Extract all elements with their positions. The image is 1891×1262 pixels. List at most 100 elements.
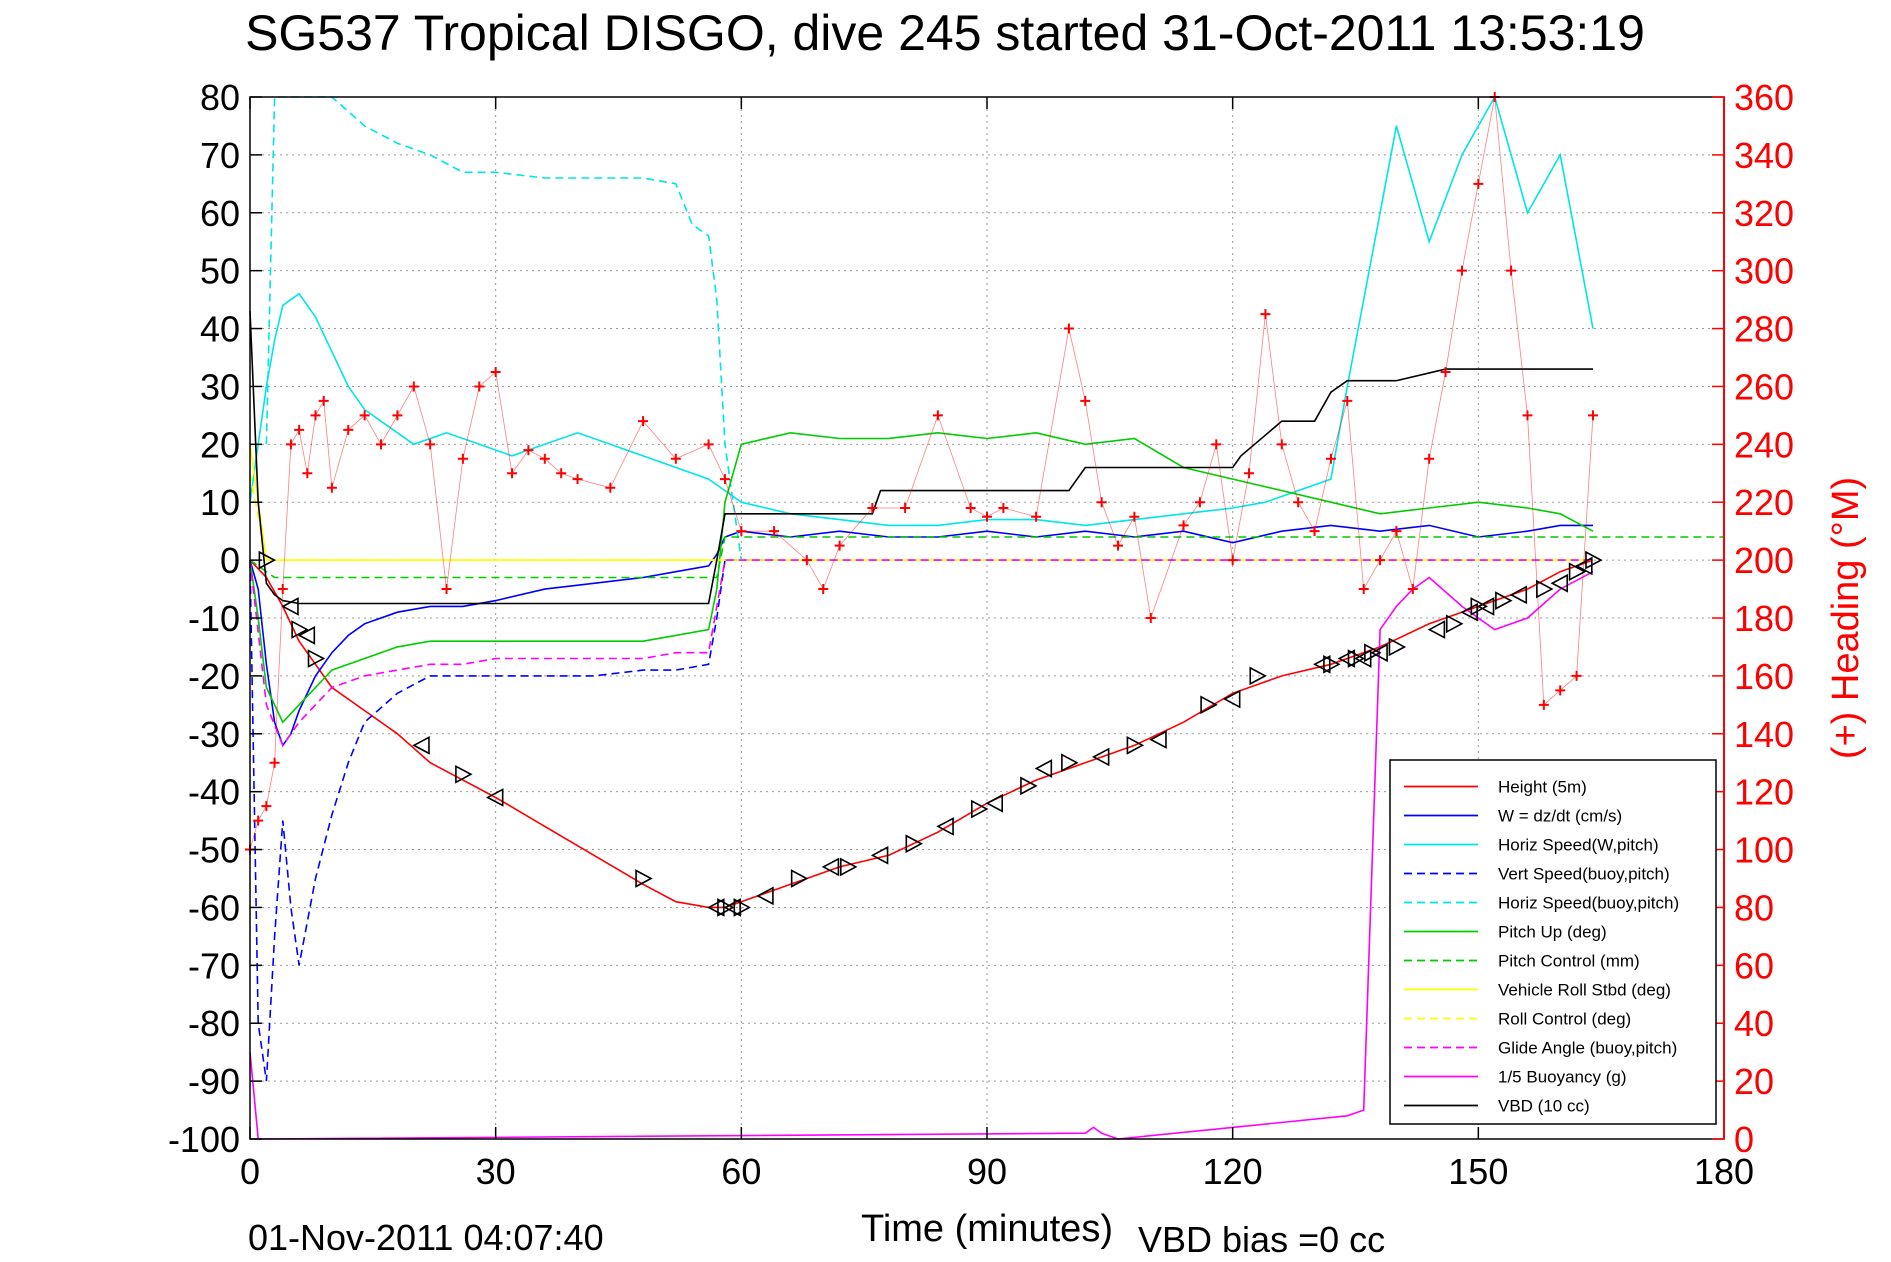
heading-point [474, 381, 485, 392]
heading-point [982, 511, 992, 522]
heading-layer [245, 92, 1598, 855]
heading-point [269, 757, 280, 768]
nav-point-marker [936, 817, 954, 836]
nav-point-marker [1568, 562, 1587, 582]
y-tick-label: 80 [200, 77, 240, 118]
heading-point [1309, 526, 1320, 537]
marker-layer [258, 550, 1603, 917]
nav-point-marker [1347, 649, 1366, 668]
nav-point-marker [1313, 654, 1331, 674]
heading-point [1145, 613, 1156, 623]
heading-point [326, 482, 337, 493]
legend: Height (5m) W = dz/dt (cm/s) Horiz Speed(W… [1389, 759, 1717, 1125]
nav-point-marker [1034, 759, 1053, 778]
legend-label: Pitch Control (mm) [1498, 952, 1640, 971]
legend-label: Pitch Up (deg) [1498, 923, 1607, 942]
right-y-axis-label: (+) Heading (°M) [1825, 477, 1867, 759]
x-tick-label: 90 [967, 1151, 1007, 1192]
right-y-tick-label: 120 [1734, 772, 1794, 813]
nav-point-marker [733, 898, 752, 917]
right-y-tick-label: 60 [1734, 945, 1774, 986]
y-tick-label: -30 [188, 714, 240, 755]
legend-label: Vert Speed(buoy,pitch) [1498, 865, 1670, 884]
y-tick-label: -60 [188, 887, 240, 928]
heading-point [425, 439, 436, 450]
legend-label: W = dz/dt (cm/s) [1498, 807, 1622, 826]
heading-point [605, 482, 616, 493]
right-y-tick-label: 20 [1734, 1061, 1774, 1102]
heading-point [572, 474, 583, 485]
y-tick-label: 40 [200, 309, 240, 350]
right-y-tick-label: 300 [1734, 251, 1794, 292]
right-y-tick-label: 140 [1734, 714, 1794, 755]
right-y-tick-label: 240 [1734, 424, 1794, 465]
series-line-vert-speed-buoy-pitch [249, 559, 775, 1082]
heading-point [376, 439, 387, 450]
heading-point [359, 410, 370, 421]
nav-point-marker [756, 886, 774, 906]
left-y-axis-ticks: 80 70 60 50 40 30 20 10 0 -10 -20 -30 -40 -50 -60 -70 -8… [168, 77, 262, 1160]
nav-point-marker [291, 620, 309, 639]
heading-point [1113, 540, 1124, 551]
y-tick-label: -80 [188, 1003, 240, 1044]
heading-point [1571, 670, 1582, 681]
nav-point-marker [1445, 614, 1464, 634]
heading-point [1407, 584, 1418, 595]
series-line-vbd-10-cc [249, 311, 1593, 605]
heading-point [1096, 497, 1107, 508]
heading-point [670, 453, 681, 464]
right-y-tick-label: 80 [1734, 887, 1774, 928]
vbd-bias-footer: VBD bias =0 cc [1138, 1219, 1385, 1260]
heading-point [1276, 439, 1287, 450]
heading-point [310, 410, 321, 421]
x-tick-label: 120 [1203, 1151, 1263, 1192]
heading-point [1325, 453, 1336, 464]
y-tick-label: -70 [188, 945, 240, 986]
heading-point [1391, 526, 1402, 537]
y-tick-label: 70 [200, 135, 240, 176]
series-layer [249, 94, 1724, 1140]
nav-point-marker [1370, 643, 1388, 663]
heading-point [1342, 395, 1353, 406]
heading-point [1178, 520, 1189, 531]
series-line-height-5m [249, 559, 1594, 909]
heading-point [1538, 699, 1549, 710]
nav-point-marker [1061, 753, 1079, 773]
legend-label: Vehicle Roll Stbd (deg) [1498, 981, 1671, 1000]
right-y-axis-ticks: 3603403203002802602402202001801601401201… [1712, 77, 1794, 1160]
heading-point [900, 503, 911, 514]
heading-point [1227, 555, 1238, 566]
heading-point [801, 555, 812, 566]
series-line-pitch-up-deg [249, 431, 1594, 724]
nav-point-marker [1536, 579, 1554, 599]
nav-point-marker [1476, 597, 1495, 616]
nav-point-marker [1427, 620, 1446, 639]
heading-point [1473, 178, 1484, 189]
heading-point [318, 395, 329, 406]
series-line-glide-angle-buoy-pitch [249, 559, 1593, 748]
y-tick-label: 20 [200, 424, 240, 465]
x-tick-label: 60 [721, 1151, 761, 1192]
legend-label: VBD (10 cc) [1498, 1097, 1590, 1116]
heading-point [457, 453, 468, 464]
heading-point [1211, 439, 1222, 450]
heading-point [1063, 323, 1074, 334]
nav-point-marker [870, 846, 889, 865]
heading-point [1194, 497, 1205, 508]
heading-point [507, 468, 518, 479]
right-y-tick-label: 180 [1734, 598, 1794, 639]
right-y-tick-label: 160 [1734, 656, 1794, 697]
nav-point-marker [905, 834, 923, 854]
nav-point-marker [1470, 597, 1489, 616]
heading-point [998, 503, 1009, 514]
right-y-tick-label: 0 [1734, 1119, 1754, 1160]
timestamp-footer: 01-Nov-2011 04:07:40 [248, 1217, 604, 1258]
right-y-tick-label: 320 [1734, 193, 1794, 234]
heading-point [736, 526, 747, 537]
series-line-horiz-speed-w-pitch [249, 94, 1594, 527]
nav-point-marker [717, 898, 735, 917]
nav-point-marker [790, 869, 809, 888]
heading-point [392, 410, 403, 421]
y-tick-label: 30 [200, 366, 240, 407]
